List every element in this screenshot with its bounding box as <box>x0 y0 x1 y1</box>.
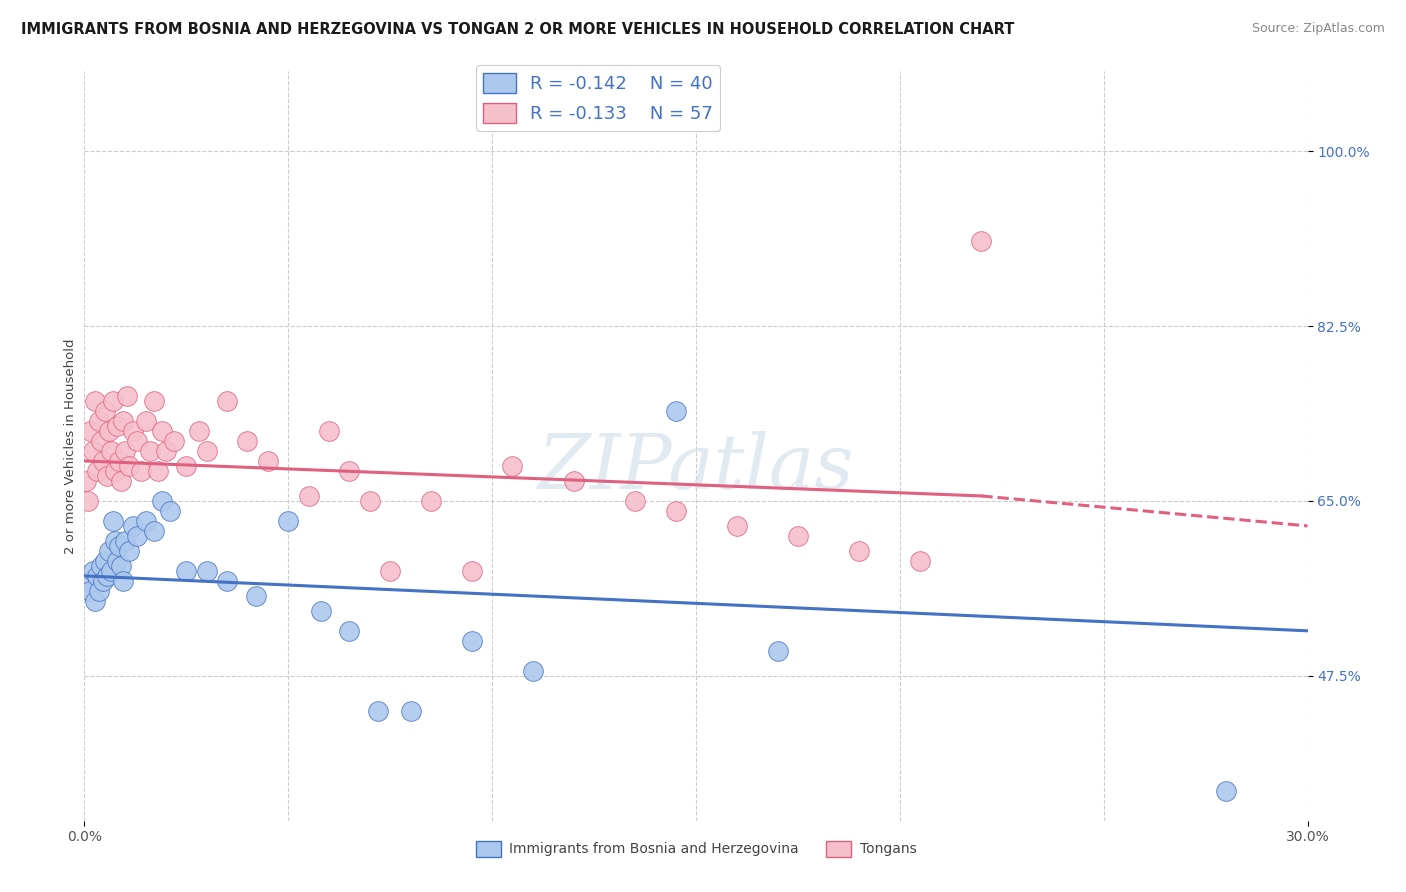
Point <box>146 464 169 478</box>
Point <box>100 564 122 578</box>
Point <box>380 564 402 578</box>
Point <box>1215 783 1237 797</box>
Point <box>725 519 748 533</box>
Point <box>277 514 299 528</box>
Point <box>97 544 120 558</box>
Point <box>309 604 332 618</box>
Point <box>787 529 810 543</box>
Point <box>83 594 105 608</box>
Point <box>257 454 280 468</box>
Point <box>105 419 128 434</box>
Point <box>96 469 118 483</box>
Point <box>115 389 138 403</box>
Point <box>562 474 585 488</box>
Point <box>93 404 115 418</box>
Point <box>159 504 181 518</box>
Point <box>79 424 101 438</box>
Point <box>82 564 104 578</box>
Point <box>665 404 688 418</box>
Point <box>217 574 239 588</box>
Point <box>217 394 239 409</box>
Point <box>77 494 100 508</box>
Point <box>100 444 122 458</box>
Point <box>135 514 157 528</box>
Point <box>112 574 135 588</box>
Point <box>104 533 127 548</box>
Point <box>79 583 101 598</box>
Point <box>91 454 114 468</box>
Point <box>110 558 132 573</box>
Point <box>150 424 173 438</box>
Point <box>86 569 108 583</box>
Point <box>118 458 141 473</box>
Point <box>77 574 100 588</box>
Point <box>101 394 124 409</box>
Point <box>298 489 321 503</box>
Legend: Immigrants from Bosnia and Herzegovina, Tongans: Immigrants from Bosnia and Herzegovina, … <box>470 835 922 863</box>
Point <box>318 424 340 438</box>
Point <box>83 394 105 409</box>
Point <box>135 414 157 428</box>
Point <box>101 514 124 528</box>
Point <box>399 704 422 718</box>
Text: IMMIGRANTS FROM BOSNIA AND HERZEGOVINA VS TONGAN 2 OR MORE VEHICLES IN HOUSEHOLD: IMMIGRANTS FROM BOSNIA AND HERZEGOVINA V… <box>21 22 1015 37</box>
Point <box>174 458 197 473</box>
Text: Source: ZipAtlas.com: Source: ZipAtlas.com <box>1251 22 1385 36</box>
Point <box>127 434 149 448</box>
Point <box>665 504 688 518</box>
Point <box>114 444 136 458</box>
Point <box>461 633 484 648</box>
Point <box>86 464 108 478</box>
Point <box>848 544 870 558</box>
Point <box>766 644 789 658</box>
Point <box>195 444 218 458</box>
Point <box>108 454 131 468</box>
Point <box>187 424 209 438</box>
Point <box>114 533 136 548</box>
Point <box>87 414 110 428</box>
Text: ZIPatlas: ZIPatlas <box>537 432 855 506</box>
Point <box>110 474 132 488</box>
Point <box>142 524 165 538</box>
Point <box>104 464 127 478</box>
Point <box>339 464 361 478</box>
Point <box>90 558 112 573</box>
Point <box>82 444 104 458</box>
Point <box>195 564 218 578</box>
Point <box>138 444 160 458</box>
Point <box>131 464 153 478</box>
Point <box>245 589 267 603</box>
Point <box>97 424 120 438</box>
Point <box>87 583 110 598</box>
Point <box>108 539 131 553</box>
Point <box>93 554 115 568</box>
Point <box>90 434 112 448</box>
Point <box>420 494 443 508</box>
Point <box>236 434 259 448</box>
Point <box>910 554 932 568</box>
Point <box>142 394 165 409</box>
Point <box>127 529 149 543</box>
Point <box>367 704 389 718</box>
Point <box>339 624 361 638</box>
Point <box>122 519 145 533</box>
Point <box>155 444 177 458</box>
Point <box>75 474 97 488</box>
Point <box>122 424 145 438</box>
Point <box>105 554 128 568</box>
Y-axis label: 2 or more Vehicles in Household: 2 or more Vehicles in Household <box>65 338 77 554</box>
Point <box>96 569 118 583</box>
Point <box>112 414 135 428</box>
Point <box>359 494 381 508</box>
Point <box>502 458 524 473</box>
Point <box>163 434 186 448</box>
Point <box>118 544 141 558</box>
Point <box>624 494 647 508</box>
Point <box>91 574 114 588</box>
Point <box>522 664 544 678</box>
Point <box>461 564 484 578</box>
Point <box>970 234 993 248</box>
Point <box>174 564 197 578</box>
Point <box>150 494 173 508</box>
